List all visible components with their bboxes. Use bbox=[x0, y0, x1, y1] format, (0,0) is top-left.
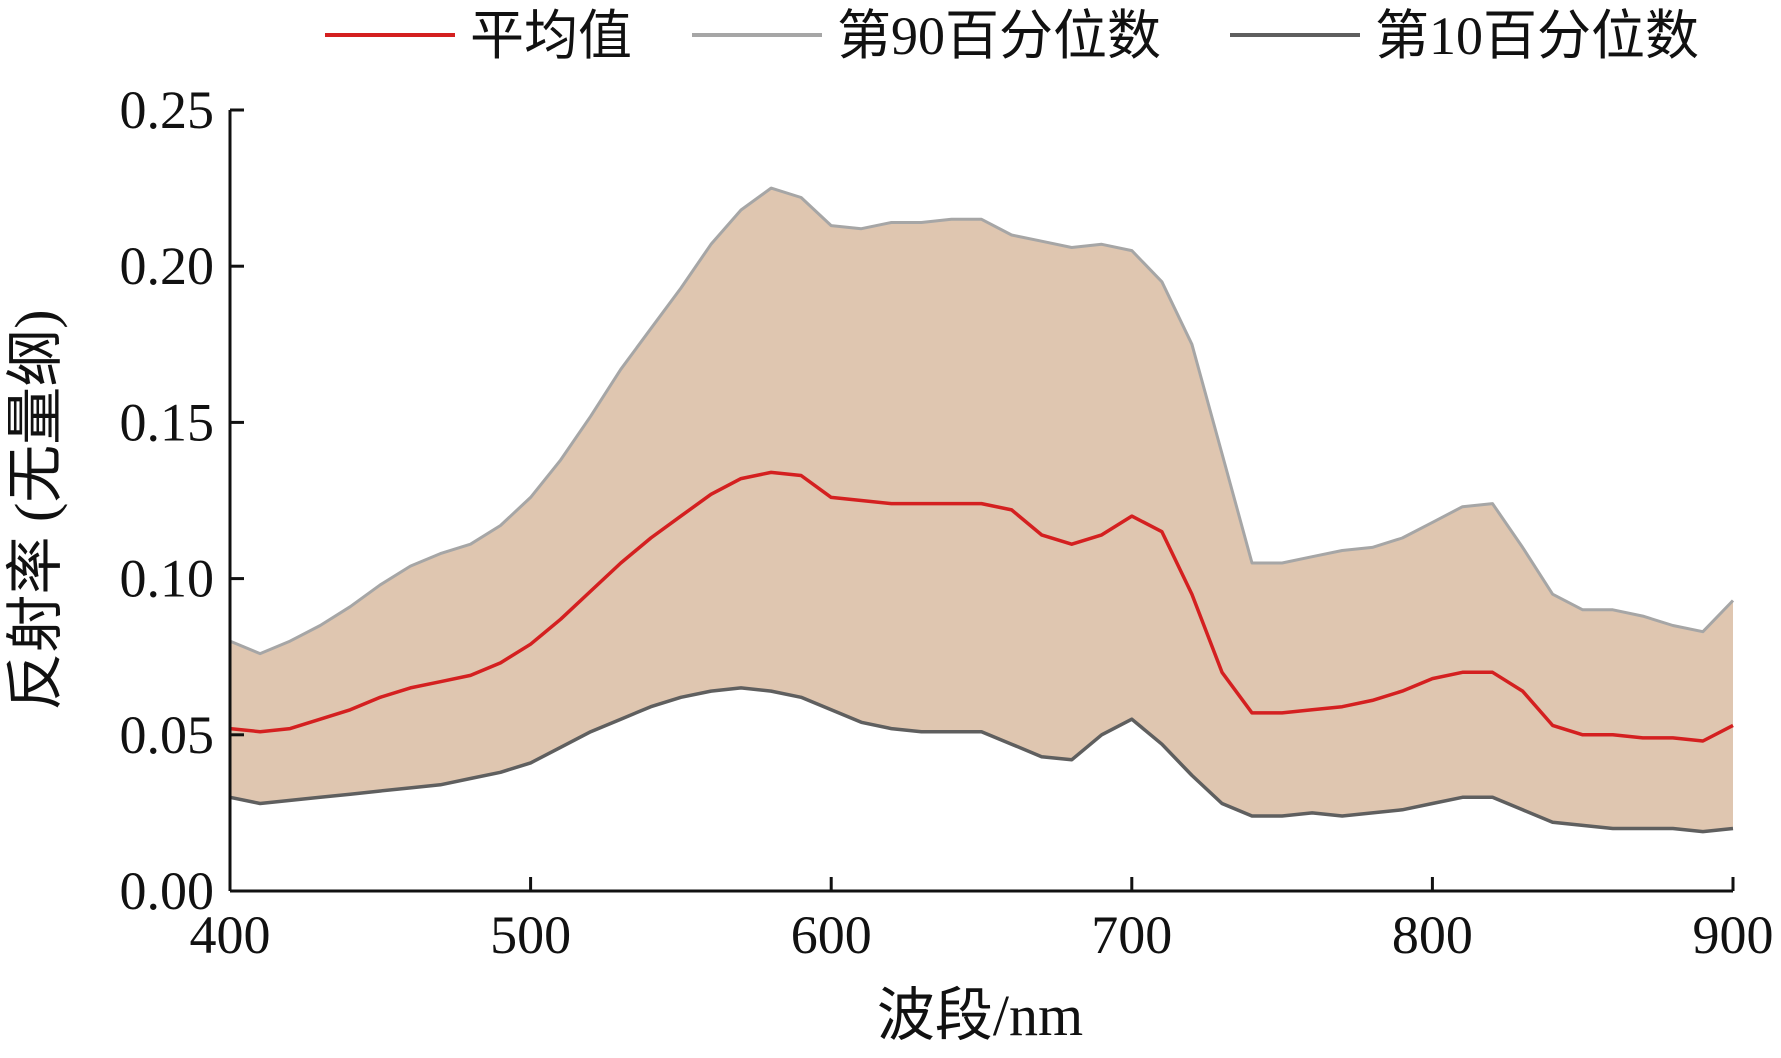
legend-label-2: 第90百分位数 bbox=[837, 6, 1161, 66]
y-tick-label: 0.25 bbox=[120, 80, 215, 140]
x-tick-label: 900 bbox=[1693, 905, 1774, 965]
y-tick-label: 0.20 bbox=[120, 236, 215, 296]
series-line-p10 bbox=[229, 686, 1734, 834]
series-line-p90 bbox=[229, 186, 1735, 656]
percentile-band-layer bbox=[230, 188, 1733, 832]
legend-label-1: 平均值 bbox=[470, 6, 632, 66]
y-tick-label: 0.05 bbox=[120, 705, 215, 765]
x-tick-label: 800 bbox=[1392, 905, 1473, 965]
y-tick-label: 0.10 bbox=[120, 549, 215, 609]
x-tick-label: 600 bbox=[791, 905, 872, 965]
x-tick-label: 700 bbox=[1091, 905, 1172, 965]
x-tick-label: 500 bbox=[490, 905, 571, 965]
x-axis-title: 波段/nm bbox=[877, 983, 1083, 1048]
y-tick-label: 0.15 bbox=[120, 392, 215, 452]
y-axis-title: 反射率 (无量纲) bbox=[3, 309, 68, 710]
axes-layer: 400 500 600 700 800 900 0.00 0.05 0.10 0.15 0.20 0.… bbox=[120, 80, 1774, 965]
series-lines-layer bbox=[229, 186, 1735, 834]
y-tick-label: 0.00 bbox=[120, 861, 215, 921]
series-line-mean bbox=[229, 470, 1734, 743]
legend: 平均值 第90百分位数 第10百分位数 bbox=[325, 6, 1699, 66]
x-tick-label: 400 bbox=[190, 905, 271, 965]
percentile-band-area bbox=[230, 188, 1733, 832]
legend-label-3: 第10百分位数 bbox=[1375, 6, 1699, 66]
